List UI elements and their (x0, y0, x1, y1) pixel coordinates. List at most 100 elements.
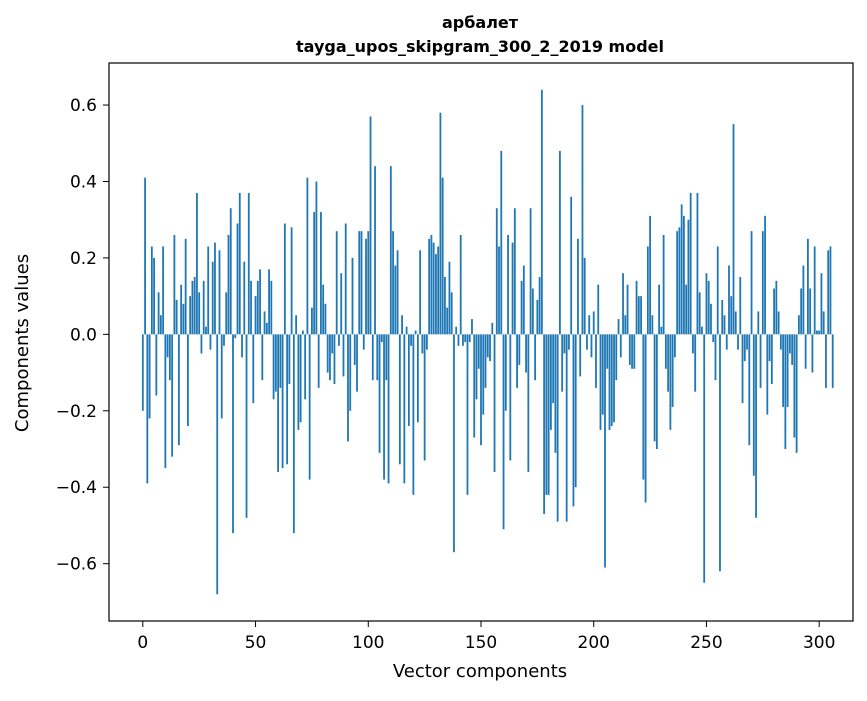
bar (155, 334, 158, 396)
bar (728, 265, 730, 335)
bar (737, 334, 739, 350)
bar (166, 334, 169, 358)
bar (797, 315, 800, 335)
bar (396, 250, 399, 335)
bar (311, 307, 313, 335)
bar (822, 311, 825, 335)
bar (263, 311, 266, 335)
bar (148, 334, 151, 419)
bar (664, 334, 667, 369)
bar (286, 334, 289, 465)
bar (358, 231, 361, 335)
y-tick-label: 0.6 (70, 96, 97, 116)
bar (171, 334, 174, 457)
bar (444, 277, 446, 335)
bar (825, 334, 827, 388)
bar (338, 334, 340, 346)
bar (471, 319, 473, 335)
bar (563, 334, 566, 354)
bar (333, 334, 336, 385)
bar (818, 330, 821, 335)
bar (473, 334, 476, 438)
bar (534, 334, 537, 381)
bar (277, 334, 279, 472)
bar (320, 212, 322, 335)
bar (660, 326, 663, 335)
bar (698, 292, 701, 335)
bar (416, 334, 419, 423)
bar (552, 334, 555, 404)
bar (536, 299, 539, 335)
plot-area-frame (108, 62, 854, 622)
bar (547, 334, 550, 495)
bar (669, 334, 672, 430)
bar (288, 334, 291, 385)
bar (173, 234, 176, 335)
bar (187, 334, 189, 427)
bar (205, 326, 207, 335)
bar (241, 334, 243, 358)
bar (606, 334, 609, 369)
bar (432, 242, 435, 335)
bar (407, 334, 410, 427)
bar (164, 334, 167, 469)
bar (649, 215, 651, 335)
bar (351, 257, 354, 335)
bar (236, 223, 239, 335)
bar (543, 334, 546, 514)
bar (545, 334, 548, 495)
bar (761, 231, 764, 335)
bar (380, 334, 383, 342)
bar (604, 334, 606, 568)
y-axis-label: Components values (12, 254, 33, 432)
bar (144, 177, 146, 335)
bar (572, 334, 575, 507)
bar (586, 334, 588, 350)
bar (383, 334, 385, 480)
bar (658, 284, 661, 335)
bar (746, 334, 748, 350)
bar (177, 334, 180, 446)
bar (184, 238, 187, 335)
bar (207, 246, 210, 335)
bar (254, 296, 257, 335)
bar (599, 334, 602, 430)
bar (561, 334, 564, 392)
bar (779, 334, 782, 350)
y-axis-ticks: −0.6 −0.4 −0.2 0.0 0.2 0.4 0.6 (56, 96, 109, 575)
bar (175, 299, 178, 335)
bar (635, 280, 638, 335)
bar (389, 166, 392, 335)
bar (592, 311, 595, 335)
y-tick-label: −0.2 (56, 402, 97, 422)
bar (651, 315, 654, 335)
bar (245, 334, 248, 518)
bar (516, 334, 518, 388)
bar (491, 322, 494, 335)
bar (326, 334, 329, 373)
bar (628, 334, 631, 365)
bar (480, 334, 482, 446)
bar (703, 334, 706, 583)
y-tick-label: 0.4 (70, 172, 97, 192)
bar (344, 223, 347, 335)
bar (707, 280, 710, 335)
bar (392, 231, 394, 335)
bar (637, 296, 640, 335)
bar (831, 334, 834, 388)
bar (601, 334, 604, 415)
bar (565, 334, 568, 522)
bar (153, 257, 155, 335)
bar (218, 250, 221, 335)
bar (223, 334, 225, 346)
bar (513, 208, 516, 335)
bar (732, 124, 735, 335)
bar (234, 334, 237, 339)
bar (468, 334, 471, 342)
bar (308, 334, 311, 480)
bar (414, 330, 417, 335)
x-tick-label: 50 (245, 633, 267, 653)
x-tick-label: 0 (137, 633, 148, 653)
bar (750, 231, 753, 335)
bar (540, 89, 543, 335)
